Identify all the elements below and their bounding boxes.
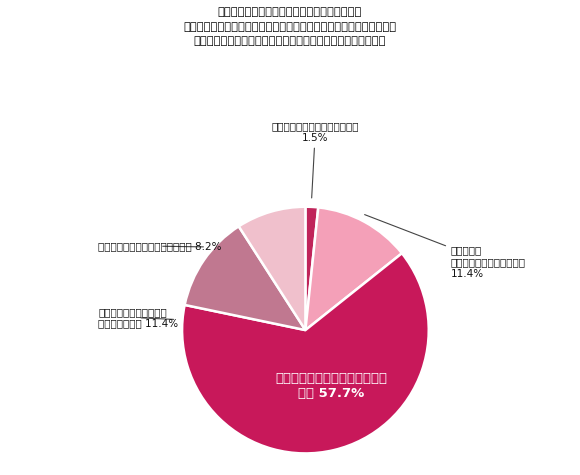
Wedge shape [239,207,306,330]
Wedge shape [184,226,306,330]
Text: 仕事をしたいとは全く思わない
1.5%: 仕事をしたいとは全く思わない 1.5% [271,121,359,198]
Text: 非常に強く
仕事をしていきたいと思う
11.4%: 非常に強く 仕事をしていきたいと思う 11.4% [365,215,526,279]
Wedge shape [306,208,402,330]
Text: あまり仕事をしたいとは思わない 8.2%: あまり仕事をしたいとは思わない 8.2% [98,241,222,251]
Text: 仕事をしてもしなくても
どちらでも良い 11.4%: 仕事をしてもしなくても どちらでも良い 11.4% [98,307,178,329]
Text: 結婚後・出産後の就職活動に関する質問です。
あなたは、結婚後または出産後について、どの程度強く仕事をしたい
（または続けていきたい）と思っていますか。（単一・必: 結婚後・出産後の就職活動に関する質問です。 あなたは、結婚後または出産後について… [183,7,397,46]
Text: できれば仕事をしていきたいと
思う 57.7%: できれば仕事をしていきたいと 思う 57.7% [275,372,387,400]
Wedge shape [182,253,429,454]
Wedge shape [306,207,318,330]
